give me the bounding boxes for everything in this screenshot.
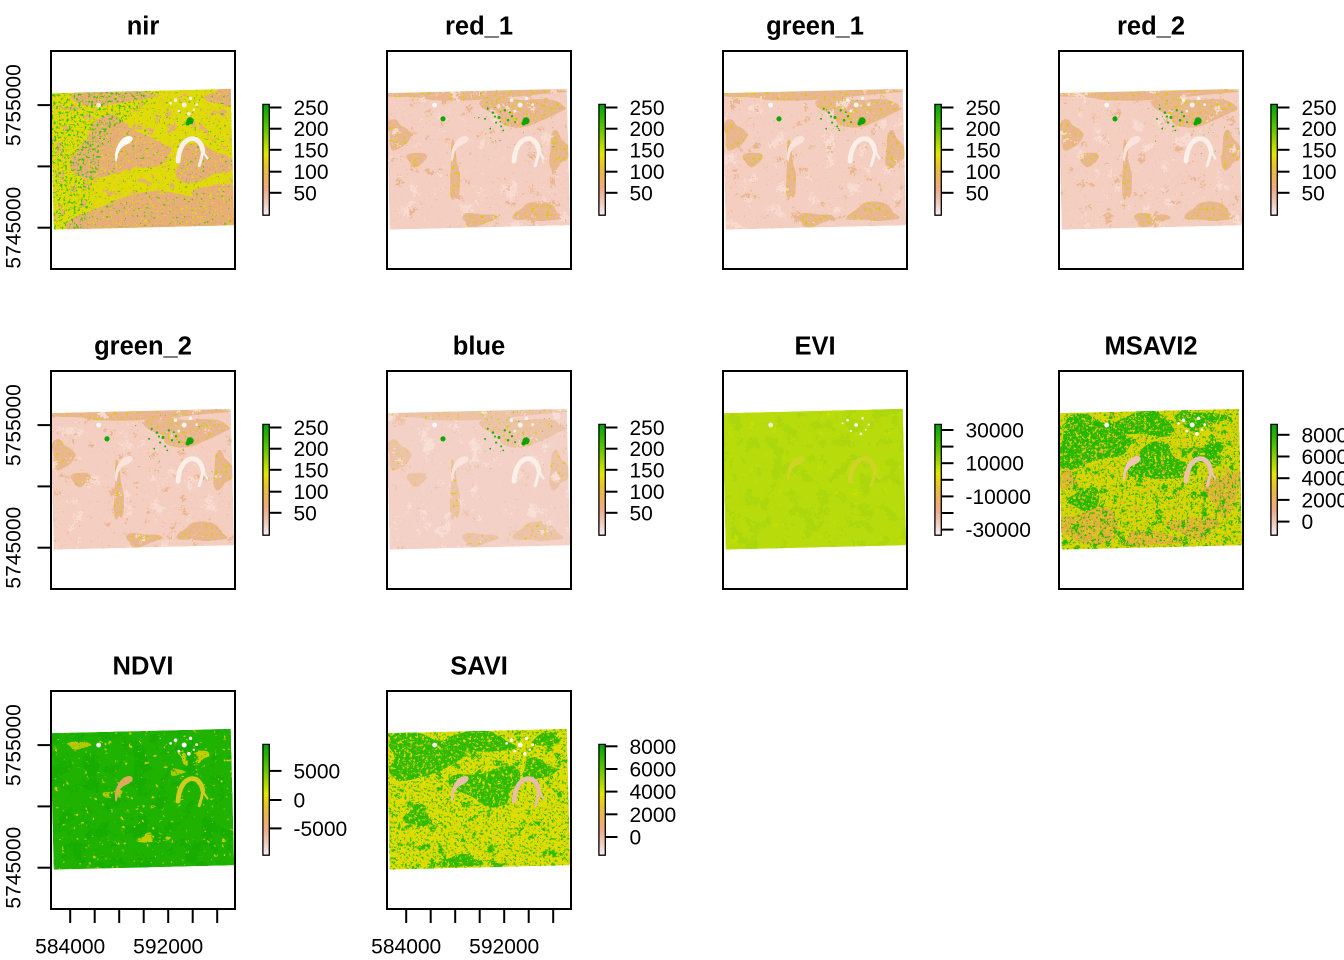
svg-text:0: 0 (1302, 511, 1314, 534)
svg-text:6000: 6000 (1302, 446, 1344, 469)
svg-text:200: 200 (1302, 118, 1337, 141)
svg-text:8000: 8000 (630, 736, 677, 759)
svg-text:100: 100 (630, 161, 665, 184)
svg-text:50: 50 (294, 182, 317, 205)
svg-text:8000: 8000 (1302, 424, 1344, 447)
svg-text:green_1: green_1 (766, 13, 864, 41)
svg-text:red_2: red_2 (1117, 13, 1185, 41)
svg-text:250: 250 (294, 97, 329, 120)
svg-text:200: 200 (294, 438, 329, 461)
svg-text:592000: 592000 (469, 936, 539, 959)
svg-text:5745000: 5745000 (3, 187, 26, 269)
svg-text:6000: 6000 (630, 759, 677, 782)
svg-text:200: 200 (966, 118, 1001, 141)
svg-text:100: 100 (630, 481, 665, 504)
svg-text:blue: blue (453, 333, 505, 361)
svg-text:50: 50 (294, 502, 317, 525)
svg-text:150: 150 (1302, 139, 1337, 162)
svg-text:250: 250 (294, 417, 329, 440)
svg-text:MSAVI2: MSAVI2 (1104, 333, 1197, 361)
svg-text:150: 150 (630, 459, 665, 482)
svg-text:4000: 4000 (630, 781, 677, 804)
svg-text:2000: 2000 (630, 804, 677, 827)
svg-text:200: 200 (294, 118, 329, 141)
svg-text:5745000: 5745000 (3, 827, 26, 909)
svg-text:EVI: EVI (794, 333, 835, 361)
svg-text:50: 50 (630, 502, 653, 525)
svg-text:-10000: -10000 (966, 486, 1031, 509)
svg-text:0: 0 (294, 790, 306, 813)
svg-text:150: 150 (294, 139, 329, 162)
svg-text:5755000: 5755000 (3, 384, 26, 466)
svg-text:250: 250 (630, 97, 665, 120)
svg-text:200: 200 (630, 438, 665, 461)
svg-text:-30000: -30000 (966, 519, 1031, 542)
svg-text:200: 200 (630, 118, 665, 141)
svg-text:nir: nir (127, 13, 160, 41)
svg-text:4000: 4000 (1302, 468, 1344, 491)
svg-text:50: 50 (630, 182, 653, 205)
svg-text:250: 250 (966, 97, 1001, 120)
svg-text:50: 50 (966, 182, 989, 205)
svg-text:150: 150 (630, 139, 665, 162)
svg-text:5000: 5000 (294, 760, 341, 783)
svg-text:250: 250 (630, 417, 665, 440)
svg-text:-5000: -5000 (294, 818, 348, 841)
svg-text:100: 100 (294, 481, 329, 504)
svg-text:SAVI: SAVI (450, 653, 508, 681)
svg-text:0: 0 (630, 827, 642, 850)
svg-text:592000: 592000 (133, 936, 203, 959)
svg-text:green_2: green_2 (94, 333, 192, 361)
svg-text:2000: 2000 (1302, 489, 1344, 512)
svg-text:5755000: 5755000 (3, 64, 26, 146)
svg-text:584000: 584000 (371, 936, 441, 959)
svg-text:5755000: 5755000 (3, 704, 26, 786)
svg-text:100: 100 (1302, 161, 1337, 184)
svg-text:red_1: red_1 (445, 13, 513, 41)
svg-text:100: 100 (294, 161, 329, 184)
svg-text:250: 250 (1302, 97, 1337, 120)
svg-text:10000: 10000 (966, 453, 1024, 476)
svg-text:584000: 584000 (35, 936, 105, 959)
svg-text:30000: 30000 (966, 420, 1024, 443)
svg-text:150: 150 (966, 139, 1001, 162)
svg-text:100: 100 (966, 161, 1001, 184)
svg-text:150: 150 (294, 459, 329, 482)
svg-text:50: 50 (1302, 182, 1325, 205)
svg-text:NDVI: NDVI (113, 653, 174, 681)
svg-text:5745000: 5745000 (3, 507, 26, 589)
